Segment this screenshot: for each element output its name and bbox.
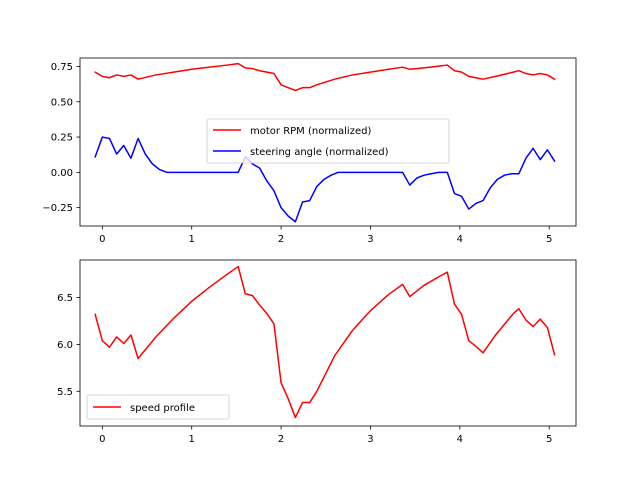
series-line-steering-angle	[94, 136, 556, 223]
top-axes-frame	[79, 57, 577, 227]
bottom-tick-layer: 0 1 2 3 4 5 5.5 6.0 6.5	[57, 293, 552, 445]
bottom-xtick-label: 1	[189, 434, 195, 445]
top-xtick-label: 1	[189, 234, 195, 245]
top-ytick-label: 0.00	[51, 168, 73, 179]
top-ytick-label: −0.25	[42, 203, 73, 214]
bottom-xtick-label: 0	[99, 434, 105, 445]
series-line-motor-rpm	[94, 62, 556, 92]
bottom-legend: speed profile	[86, 394, 230, 420]
top-xtick-label: 2	[278, 234, 284, 245]
top-xtick-label: 3	[367, 234, 373, 245]
bottom-subplot: 0 1 2 3 4 5 5.5 6.0 6.5 speed profile	[57, 259, 577, 445]
top-xtick-label: 5	[546, 234, 552, 245]
top-subplot: 0 1 2 3 4 5 −0.25 0.00 0.25 0.50 0.75 motor RPM (n…	[42, 57, 577, 245]
top-legend: motor RPM (normalized) steering angle (n…	[206, 118, 450, 164]
top-xtick-label: 0	[99, 234, 105, 245]
legend-label-steering-angle: steering angle (normalized)	[250, 147, 389, 158]
top-tick-layer: 0 1 2 3 4 5 −0.25 0.00 0.25 0.50 0.75	[42, 62, 552, 245]
bottom-xtick-label: 3	[367, 434, 373, 445]
bottom-legend-frame	[86, 394, 230, 420]
bottom-series-layer	[94, 265, 556, 419]
bottom-xtick-label: 2	[278, 434, 284, 445]
bottom-axes-frame	[79, 259, 577, 427]
bottom-ytick-label: 6.0	[57, 340, 73, 351]
legend-label-speed-profile: speed profile	[130, 403, 195, 414]
legend-label-motor-rpm: motor RPM (normalized)	[250, 126, 371, 137]
top-ytick-label: 0.75	[51, 62, 73, 73]
top-legend-frame	[206, 118, 450, 164]
series-line-speed-profile	[94, 265, 556, 419]
top-xtick-label: 4	[457, 234, 463, 245]
bottom-xtick-label: 4	[457, 434, 463, 445]
bottom-ytick-label: 6.5	[57, 293, 73, 304]
top-ytick-label: 0.50	[51, 97, 73, 108]
bottom-ytick-label: 5.5	[57, 387, 73, 398]
top-series-layer	[94, 62, 556, 223]
top-ytick-label: 0.25	[51, 133, 73, 144]
bottom-xtick-label: 5	[546, 434, 552, 445]
